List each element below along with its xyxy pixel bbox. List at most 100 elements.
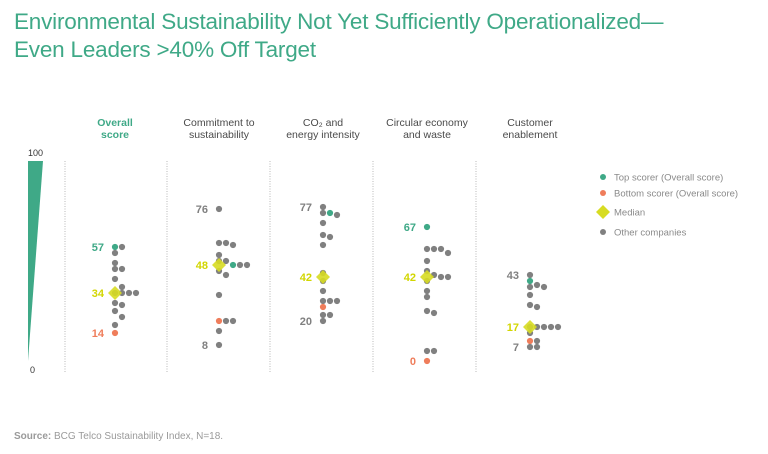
value-label-top: 57 <box>92 242 104 254</box>
top-scorer-dot <box>229 261 237 269</box>
company-dot <box>533 303 541 311</box>
company-dot <box>229 241 237 249</box>
value-label-bottom: 0 <box>410 356 416 368</box>
column-header-overall-line-2: score <box>101 129 129 141</box>
company-dot <box>526 343 534 351</box>
company-dot <box>444 273 452 281</box>
company-dot <box>319 203 327 211</box>
company-dot <box>533 281 541 289</box>
legend-top-icon <box>600 174 606 180</box>
company-dot <box>533 337 541 345</box>
company-dot <box>423 307 431 315</box>
legend-label-top: Top scorer (Overall score) <box>614 173 723 184</box>
legend-label-bottom: Bottom scorer (Overall score) <box>614 189 738 200</box>
median-diamond <box>316 270 330 284</box>
company-dot <box>526 301 534 309</box>
company-dot <box>444 249 452 257</box>
top-scorer-dot <box>526 277 534 285</box>
company-dot <box>437 245 445 253</box>
legend-label-other: Other companies <box>614 228 687 239</box>
company-dot <box>222 271 230 279</box>
company-dot <box>111 259 119 267</box>
median-diamond <box>523 320 537 334</box>
company-dot <box>229 317 237 325</box>
value-label-median: 17 <box>507 322 519 334</box>
bottom-scorer-dot <box>319 303 327 311</box>
value-label-median: 48 <box>196 260 208 272</box>
top-scorer-dot <box>111 243 119 251</box>
company-dot <box>111 307 119 315</box>
company-dot <box>547 323 555 331</box>
company-dot <box>326 311 334 319</box>
legend-median-icon <box>596 205 610 219</box>
median-diamond <box>420 270 434 284</box>
company-dot <box>319 311 327 319</box>
company-dot <box>118 243 126 251</box>
company-dot <box>319 297 327 305</box>
bottom-scorer-dot <box>215 317 223 325</box>
value-label-bottom: 14 <box>92 328 105 340</box>
company-dot <box>554 323 562 331</box>
company-dot <box>215 291 223 299</box>
data-columns: 57 34 14 76 48 8 77 42 20 67 42 0 43 17 7 <box>92 202 562 368</box>
company-dot <box>215 327 223 335</box>
company-dot <box>333 211 341 219</box>
column-header-circular-line-2: and waste <box>403 129 451 141</box>
bottom-scorer-dot <box>526 337 534 345</box>
column-header-overall-line-1: Overall <box>97 117 133 129</box>
median-diamond <box>108 286 122 300</box>
value-label-median: 34 <box>92 288 105 300</box>
company-dot <box>243 261 251 269</box>
top-scorer-dot <box>326 209 334 217</box>
company-dot <box>423 347 431 355</box>
bottom-scorer-dot <box>423 357 431 365</box>
scale-max-label: 100 <box>28 148 43 158</box>
column-overall: 57 34 14 <box>92 242 140 340</box>
source-text: BCG Telco Sustainability Index, N=18. <box>54 431 224 442</box>
value-label-other: 7 <box>513 342 519 354</box>
company-dot <box>526 291 534 299</box>
chart-title-line-2: Even Leaders >40% Off Target <box>14 37 316 62</box>
source-note: Source: BCG Telco Sustainability Index, … <box>14 431 223 442</box>
column-header-customer-line-1: Customer <box>507 117 553 129</box>
company-dot <box>423 257 431 265</box>
company-dot <box>430 347 438 355</box>
column-header-customer-line-2: enablement <box>503 129 558 141</box>
company-dot <box>215 239 223 247</box>
company-dot <box>319 219 327 227</box>
chart-title-line-1: Environmental Sustainability Not Yet Suf… <box>14 9 664 34</box>
bottom-scorer-dot <box>111 329 119 337</box>
company-dot <box>215 251 223 259</box>
company-dot <box>125 289 133 297</box>
value-label-top: 67 <box>404 222 416 234</box>
company-dot <box>111 321 119 329</box>
value-label-median: 42 <box>300 272 312 284</box>
company-dot <box>533 343 541 351</box>
company-dot <box>319 287 327 295</box>
company-dot <box>526 283 534 291</box>
company-dot <box>423 287 431 295</box>
company-dot <box>118 313 126 321</box>
company-dot <box>118 283 126 291</box>
company-dot <box>326 233 334 241</box>
company-dot <box>215 341 223 349</box>
column-header-co2-line-1: CO₂ and <box>303 117 343 129</box>
column-customer: 43 17 7 <box>507 270 562 354</box>
legend-bottom-icon <box>600 190 606 196</box>
company-dot <box>111 275 119 283</box>
company-dot <box>319 241 327 249</box>
company-dot <box>333 297 341 305</box>
company-dot <box>437 273 445 281</box>
company-dot <box>111 265 119 273</box>
legend-label-median: Median <box>614 208 645 219</box>
legend-other-icon <box>600 229 606 235</box>
column-header-commitment-line-1: Commitment to <box>183 117 254 129</box>
value-label-other: 20 <box>300 316 312 328</box>
company-dot <box>319 317 327 325</box>
scale-wedge-group: 100 0 <box>28 148 43 375</box>
company-dot <box>222 239 230 247</box>
company-dot <box>423 245 431 253</box>
median-diamond <box>212 258 226 272</box>
